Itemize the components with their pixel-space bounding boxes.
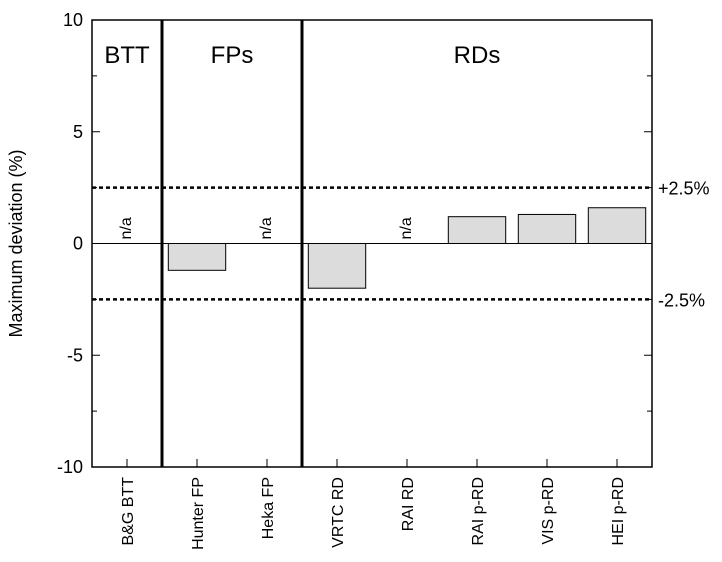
y-axis-title: Maximum deviation (%) xyxy=(6,149,26,337)
x-tick-label: VRTC RD xyxy=(330,477,347,548)
bar xyxy=(517,213,577,245)
y-tick-label: 5 xyxy=(73,122,83,142)
na-labels: n/a n/a n/a xyxy=(118,217,415,239)
na-label: n/a xyxy=(258,217,275,239)
x-tick-label: RAI RD xyxy=(400,477,417,531)
x-tick-label: Heka FP xyxy=(260,477,277,539)
y-tick-label: -10 xyxy=(57,457,83,477)
group-label: FPs xyxy=(211,42,254,69)
x-tick-label: RAI p-RD xyxy=(470,477,487,545)
x-tick-label: Hunter FP xyxy=(190,477,207,550)
reference-line-label: -2.5% xyxy=(658,290,705,310)
bar xyxy=(587,207,647,245)
reference-line-label: +2.5% xyxy=(658,179,710,199)
group-labels: BTT FPs RDs xyxy=(104,42,500,69)
x-axis: B&G BTT Hunter FP Heka FP VRTC RD RAI RD RAI … xyxy=(120,459,627,550)
bar xyxy=(307,243,367,289)
y-tick-label: -5 xyxy=(67,345,83,365)
na-label: n/a xyxy=(118,217,135,239)
plot-frame xyxy=(91,19,653,468)
x-tick-label: VIS p-RD xyxy=(540,477,557,545)
y-axis: -10 -5 0 5 10 xyxy=(57,10,652,477)
na-label: n/a xyxy=(398,217,415,239)
bars xyxy=(167,207,647,289)
reference-lines: +2.5% -2.5% xyxy=(92,179,710,310)
x-tick-label: HEI p-RD xyxy=(610,477,627,545)
bar xyxy=(447,216,507,244)
bar xyxy=(167,243,227,271)
group-label: RDs xyxy=(454,42,501,69)
group-label: BTT xyxy=(104,42,150,69)
x-tick-label: B&G BTT xyxy=(120,477,137,546)
y-tick-label: 10 xyxy=(63,10,83,30)
y-tick-label: 0 xyxy=(73,234,83,254)
